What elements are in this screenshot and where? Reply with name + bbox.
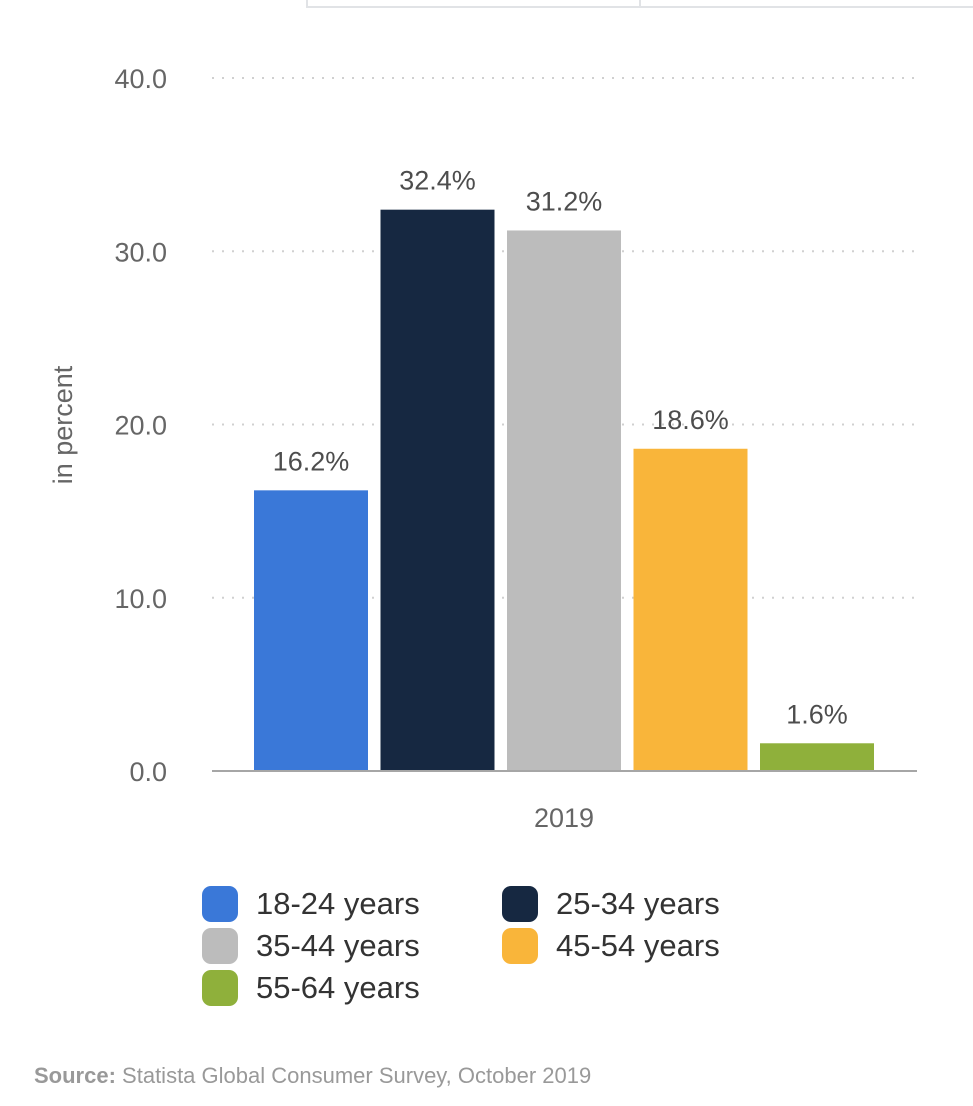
bar[interactable] [760, 743, 874, 771]
legend-label: 45-54 years [556, 928, 720, 963]
legend-swatch [502, 928, 538, 964]
legend-label: 55-64 years [256, 970, 420, 1005]
source-note: Source: Statista Global Consumer Survey,… [34, 1063, 591, 1089]
legend-swatch [502, 886, 538, 922]
bar-value-label: 16.2% [273, 446, 350, 476]
y-tick-label: 30.0 [114, 237, 167, 267]
bar[interactable] [633, 448, 748, 771]
tab-divider [639, 0, 641, 8]
bar[interactable] [507, 230, 621, 771]
legend: 18-24 years 25-34 years 35-44 years 45-5… [202, 886, 822, 1006]
legend-item[interactable]: 25-34 years [502, 886, 802, 922]
bar[interactable] [380, 209, 495, 772]
bar[interactable] [254, 490, 368, 771]
y-tick-label: 20.0 [114, 411, 167, 441]
bar-chart: 0.0 10.0 20.0 30.0 40.0 16.2% 32.4% 31.2% 18.6%… [48, 64, 917, 833]
legend-swatch [202, 886, 238, 922]
legend-item[interactable]: 55-64 years [202, 970, 502, 1006]
legend-label: 25-34 years [556, 886, 720, 921]
legend-label: 18-24 years [256, 886, 420, 921]
bar-value-label: 18.6% [652, 405, 729, 435]
legend-item[interactable]: 45-54 years [502, 928, 802, 964]
y-tick-label: 40.0 [114, 64, 167, 94]
legend-label: 35-44 years [256, 928, 420, 963]
y-tick-label: 0.0 [129, 757, 167, 787]
bar-value-label: 1.6% [786, 699, 848, 729]
legend-item[interactable]: 18-24 years [202, 886, 502, 922]
y-tick-label: 10.0 [114, 584, 167, 614]
y-axis-ticks: 0.0 10.0 20.0 30.0 40.0 [114, 64, 167, 787]
legend-item[interactable]: 35-44 years [202, 928, 502, 964]
source-text: Statista Global Consumer Survey, October… [122, 1063, 592, 1088]
source-label: Source: [34, 1063, 116, 1088]
bar-value-label: 32.4% [399, 166, 476, 196]
top-tab-bar [306, 0, 973, 8]
legend-swatch [202, 928, 238, 964]
bars [254, 209, 874, 772]
legend-swatch [202, 970, 238, 1006]
y-axis-title: in percent [48, 365, 78, 484]
bar-labels: 16.2% 32.4% 31.2% 18.6% 1.6% [273, 166, 848, 730]
x-tick-label: 2019 [534, 803, 594, 833]
bar-value-label: 31.2% [526, 186, 603, 216]
